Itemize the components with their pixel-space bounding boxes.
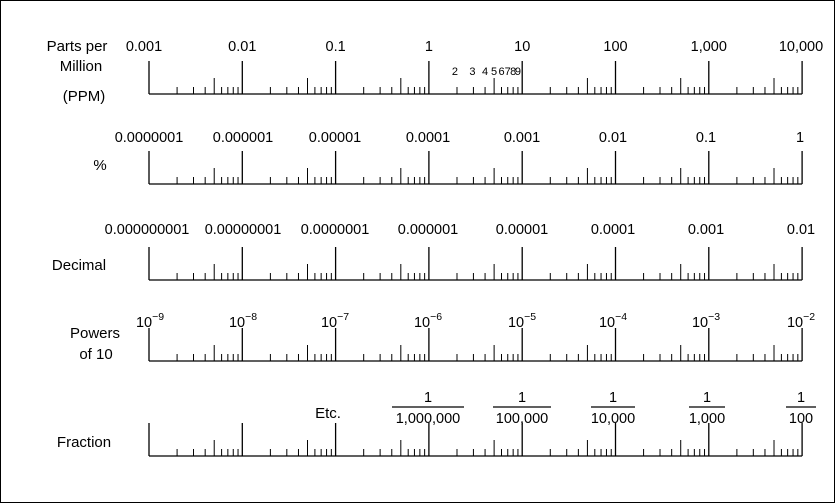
scale-axis-percent (148, 151, 803, 185)
power-tick-label: 10−8 (229, 311, 257, 331)
fraction-numerator: 1 (518, 390, 526, 406)
scale-axis-decimal (148, 247, 803, 281)
tick-label: 0.001 (504, 130, 540, 146)
tick-label: 0.0000001 (301, 222, 370, 238)
tick-label: 0.1 (696, 130, 716, 146)
scale-labels-ppm: Parts per Million (PPM) 0.001 0.01 0.1 1 10 100 1… (47, 38, 824, 105)
power-base: 10 (692, 315, 708, 331)
sub-digit: 6 (498, 66, 504, 78)
tick-label: 0.000000001 (105, 222, 190, 238)
sub-digit: 8 (510, 66, 516, 78)
tick-label: 100 (603, 39, 627, 55)
tick-label: 0.0001 (591, 222, 635, 238)
scale-axis-fraction (148, 423, 803, 457)
fraction-denominator: 1,000,000 (396, 411, 461, 427)
tick-label: 1 (796, 130, 804, 146)
tick-label: 0.01 (228, 39, 256, 55)
sub-digit: 9 (515, 66, 521, 78)
fraction-denominator: 100,000 (496, 411, 548, 427)
power-base: 10 (508, 315, 524, 331)
power-base: 10 (787, 315, 803, 331)
power-exponent: −5 (524, 311, 536, 323)
etc-label: Etc. (315, 405, 341, 422)
power-base: 10 (229, 315, 245, 331)
tick-label: 1,000 (691, 39, 727, 55)
sub-digit: 5 (491, 66, 497, 78)
scale-labels-decimal: Decimal 0.000000001 0.00000001 0.0000001 0.0… (52, 222, 815, 274)
scale-label-line: Decimal (52, 257, 106, 274)
power-exponent: −7 (337, 311, 349, 323)
sub-digit: 7 (505, 66, 511, 78)
tick-label: 0.000001 (398, 222, 458, 238)
sub-digit: 4 (482, 66, 488, 78)
scale-axis-ppm (148, 61, 803, 95)
tick-label: 0.01 (787, 222, 815, 238)
tick-label: 1 (425, 39, 433, 55)
power-exponent: −6 (430, 311, 442, 323)
tick-label: 0.00001 (496, 222, 548, 238)
fraction-denominator: 1,000 (689, 411, 725, 427)
scale-axis-powers (148, 328, 803, 362)
tick-label: 0.00001 (309, 130, 361, 146)
scale-label-line: of 10 (79, 346, 112, 363)
tick-label: 0.01 (599, 130, 627, 146)
power-tick-label: 10−4 (599, 311, 627, 331)
fraction-tick-label: 1 1,000 (689, 390, 725, 427)
power-tick-label: 10−2 (787, 311, 815, 331)
tick-label: 10,000 (779, 39, 823, 55)
power-tick-label: 10−6 (414, 311, 442, 331)
scale-label-line: Fraction (57, 434, 111, 451)
power-base: 10 (414, 315, 430, 331)
fraction-denominator: 100 (789, 411, 813, 427)
power-exponent: −3 (708, 311, 720, 323)
scale-label-line: Million (60, 58, 103, 75)
power-exponent: −8 (245, 311, 257, 323)
tick-label: 0.1 (326, 39, 346, 55)
scale-labels-percent: % 0.0000001 0.000001 0.00001 0.0001 0.001 0.01… (93, 130, 804, 174)
power-tick-label: 10−9 (136, 311, 164, 331)
power-base: 10 (321, 315, 337, 331)
power-tick-label: 10−5 (508, 311, 536, 331)
tick-label: 0.000001 (213, 130, 273, 146)
scale-label-line: Powers (70, 325, 120, 342)
power-base: 10 (136, 315, 152, 331)
fraction-numerator: 1 (703, 390, 711, 406)
tick-label: 0.001 (688, 222, 724, 238)
sub-digit: 2 (452, 66, 458, 78)
scale-label-line: (PPM) (63, 88, 106, 105)
scale-labels-fraction: Fraction Etc. 1 1,000,000 1 100,000 1 10,000 1 1,… (57, 390, 816, 451)
fraction-numerator: 1 (609, 390, 617, 406)
tick-label: 10 (514, 39, 530, 55)
fraction-numerator: 1 (424, 390, 432, 406)
power-tick-label: 10−7 (321, 311, 349, 331)
scale-label-line: Parts per (47, 38, 108, 55)
sub-digit: 3 (469, 66, 475, 78)
fraction-tick-label: 1 100,000 (493, 390, 551, 427)
scale-label-line: % (93, 157, 106, 174)
tick-label: 0.0001 (406, 130, 450, 146)
power-tick-label: 10−3 (692, 311, 720, 331)
tick-label: 0.0000001 (115, 130, 184, 146)
power-base: 10 (599, 315, 615, 331)
tick-label: 0.00000001 (205, 222, 282, 238)
fraction-tick-label: 1 1,000,000 (392, 390, 464, 427)
fraction-numerator: 1 (797, 390, 805, 406)
tick-label: 0.001 (126, 39, 162, 55)
fraction-denominator: 10,000 (591, 411, 635, 427)
power-exponent: −9 (152, 311, 164, 323)
power-exponent: −2 (803, 311, 815, 323)
fraction-tick-label: 1 10,000 (591, 390, 635, 427)
power-exponent: −4 (615, 311, 627, 323)
